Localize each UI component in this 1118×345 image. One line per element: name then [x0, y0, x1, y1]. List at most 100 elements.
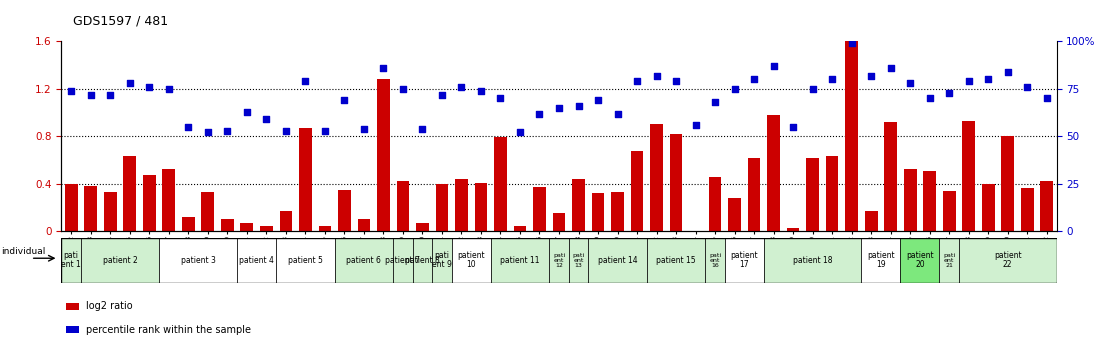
Bar	[787, 228, 799, 231]
Point	[335, 97, 353, 103]
Point	[823, 77, 841, 82]
Bar	[861, 238, 900, 283]
Point	[102, 92, 120, 97]
Bar	[240, 223, 253, 231]
Point	[179, 124, 197, 129]
Bar	[806, 158, 819, 231]
Bar	[513, 226, 527, 231]
Point	[121, 80, 139, 86]
Text: patient
22: patient 22	[994, 252, 1022, 269]
Point	[277, 128, 295, 133]
Bar	[591, 193, 605, 231]
Bar	[377, 79, 390, 231]
Point	[569, 103, 587, 109]
Bar	[334, 238, 394, 283]
Bar	[394, 238, 413, 283]
Bar	[900, 238, 939, 283]
Point	[492, 96, 510, 101]
Point	[141, 84, 159, 90]
Point	[375, 65, 392, 71]
Bar	[647, 238, 705, 283]
Text: pati
ent
21: pati ent 21	[944, 253, 955, 268]
Point	[296, 79, 314, 84]
Bar	[651, 125, 663, 231]
Point	[1018, 84, 1036, 90]
Point	[686, 122, 704, 128]
Bar	[65, 184, 77, 231]
Text: patient 8: patient 8	[405, 256, 439, 265]
Point	[921, 96, 939, 101]
Bar	[865, 211, 878, 231]
Point	[667, 79, 685, 84]
Text: GDS1597 / 481: GDS1597 / 481	[73, 14, 168, 28]
Text: patient 2: patient 2	[103, 256, 138, 265]
Bar	[416, 223, 429, 231]
Point	[940, 90, 958, 95]
Bar	[631, 150, 643, 231]
Bar	[66, 326, 79, 333]
Bar	[767, 115, 780, 231]
Bar	[162, 169, 176, 231]
Bar	[61, 238, 80, 283]
Point	[199, 130, 217, 135]
Bar	[923, 171, 936, 231]
Text: patient 7: patient 7	[386, 256, 420, 265]
Text: patient 3: patient 3	[181, 256, 216, 265]
Text: patient 11: patient 11	[500, 256, 540, 265]
Bar	[728, 198, 741, 231]
Point	[647, 73, 665, 78]
Point	[531, 111, 549, 116]
Bar	[319, 226, 331, 231]
Bar	[903, 169, 917, 231]
Point	[82, 92, 100, 97]
Bar	[475, 183, 487, 231]
Point	[472, 88, 490, 93]
Text: patient
17: patient 17	[730, 252, 758, 269]
Point	[63, 88, 80, 93]
Point	[765, 63, 783, 69]
Bar	[845, 41, 858, 231]
Text: individual: individual	[1, 247, 46, 256]
Bar	[201, 192, 215, 231]
Point	[998, 69, 1016, 75]
Bar	[612, 192, 624, 231]
Bar	[959, 238, 1057, 283]
Bar	[221, 219, 234, 231]
Bar	[143, 175, 155, 231]
Text: log2 ratio: log2 ratio	[86, 301, 133, 311]
Text: patient
20: patient 20	[906, 252, 934, 269]
Text: patient
10: patient 10	[457, 252, 485, 269]
Point	[882, 65, 900, 71]
Point	[707, 99, 724, 105]
Point	[1038, 96, 1055, 101]
Text: pati
ent
12: pati ent 12	[553, 253, 565, 268]
Bar	[1021, 188, 1033, 231]
Bar	[104, 192, 116, 231]
Bar	[413, 238, 433, 283]
Point	[218, 128, 236, 133]
Point	[804, 86, 822, 91]
Text: pati
ent
16: pati ent 16	[709, 253, 721, 268]
Bar	[1002, 136, 1014, 231]
Point	[784, 124, 802, 129]
Bar	[572, 179, 585, 231]
Bar	[1041, 181, 1053, 231]
Bar	[299, 128, 312, 231]
Bar	[942, 191, 956, 231]
Bar	[670, 134, 682, 231]
Bar	[455, 179, 467, 231]
Bar	[963, 121, 975, 231]
Bar	[237, 238, 276, 283]
Point	[628, 79, 646, 84]
Bar	[494, 137, 506, 231]
Point	[160, 86, 178, 91]
Text: patient 18: patient 18	[793, 256, 833, 265]
Bar	[549, 238, 569, 283]
Bar	[588, 238, 647, 283]
Bar	[159, 238, 237, 283]
Point	[862, 73, 880, 78]
Bar	[85, 186, 97, 231]
Point	[959, 79, 977, 84]
Bar	[123, 156, 136, 231]
Bar	[705, 238, 724, 283]
